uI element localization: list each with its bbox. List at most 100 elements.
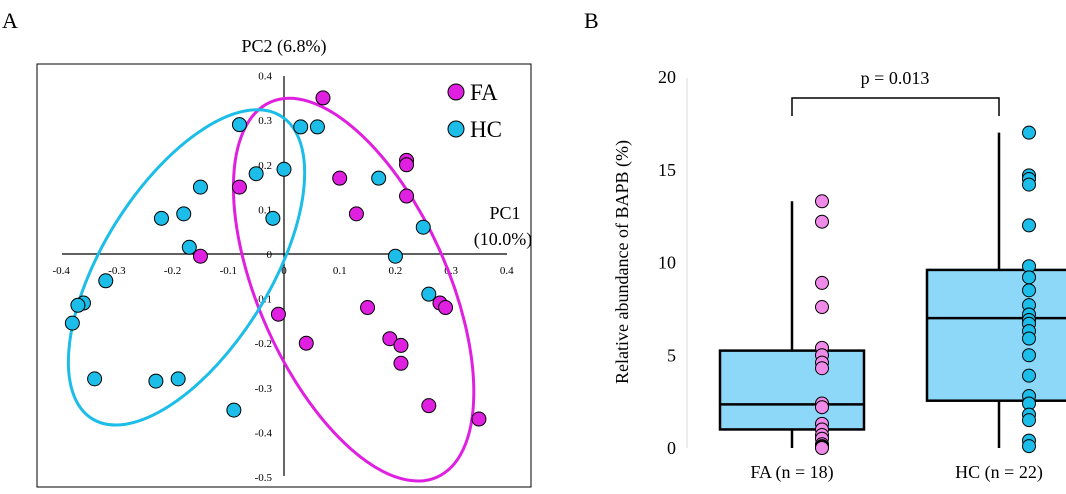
iqr-box: [925, 268, 1066, 402]
panel-b-letter: B: [584, 8, 599, 33]
pca-plot-frame: [36, 63, 532, 488]
point-hc: [192, 179, 208, 195]
significance-bracket: [791, 97, 1000, 116]
pca-legend: FA HC: [447, 80, 502, 142]
point-hc: [371, 170, 387, 186]
point-hc: [176, 206, 192, 222]
point-hc: [276, 161, 292, 177]
point-hc: [231, 117, 247, 133]
pc1-axis-label: PC1: [489, 203, 520, 223]
pc1-tick-label: 0: [281, 265, 287, 277]
legend-fa-marker: [447, 83, 465, 101]
data-point: [1022, 348, 1036, 363]
point-hc: [293, 119, 309, 135]
point-hc: [64, 315, 80, 331]
box-elements: [718, 132, 1066, 448]
pc1-tick-label: -0.2: [164, 265, 181, 277]
point-hc: [148, 373, 164, 389]
pc2-tick-label: -0.5: [255, 472, 273, 484]
point-fa: [270, 306, 286, 322]
data-point: [1022, 125, 1036, 140]
b-category-labels: FA (n = 18) HC (n = 22): [750, 462, 1042, 483]
b-y-tick-labels: 0 5 10 15 20: [658, 67, 676, 458]
b-y-tick-label: 10: [658, 253, 676, 273]
data-point: [1022, 177, 1036, 192]
pc2-tick-labels: 0.40.30.20.10-0.1-0.2-0.3-0.4-0.5: [255, 71, 273, 484]
data-point: [1022, 270, 1036, 285]
point-fa: [348, 206, 364, 222]
pc2-axis-label: PC2 (6.8%): [242, 36, 327, 57]
data-point: [815, 441, 829, 455]
point-hc: [170, 371, 186, 387]
point-hc: [153, 210, 169, 226]
point-fa: [393, 355, 409, 371]
point-hc: [265, 210, 281, 226]
pc2-tick-label: 0: [267, 249, 273, 261]
legend-hc-marker: [447, 120, 465, 138]
b-y-tick-label: 15: [658, 160, 676, 180]
b-category-label: HC (n = 22): [955, 462, 1043, 483]
point-fa: [382, 331, 398, 347]
pc2-tick-label: 0.4: [258, 71, 272, 83]
point-hc: [415, 219, 431, 235]
data-point: [815, 361, 829, 376]
pca-panel: A PC2 (6.8%) -0.4 -0.3 -0.2 -0.1 0 0.1 0.2 0.3 0…: [2, 8, 532, 488]
data-point: [1022, 368, 1036, 383]
confidence-ellipses: [66, 96, 476, 483]
point-hc: [87, 371, 103, 387]
point-hc: [70, 297, 86, 313]
data-point: [1022, 413, 1036, 428]
point-fa: [360, 300, 376, 316]
data-point: [815, 275, 829, 290]
point-hc: [309, 119, 325, 135]
data-point: [1022, 439, 1036, 454]
pc1-tick-label: -0.3: [108, 265, 126, 277]
data-point: [815, 400, 829, 415]
point-fa: [471, 411, 487, 427]
data-point: [815, 214, 829, 229]
point-fa: [231, 179, 247, 195]
panel-a-letter: A: [2, 8, 18, 33]
data-point: [815, 194, 829, 209]
point-fa: [399, 188, 415, 204]
ellipse-hc: [66, 108, 307, 427]
pc1-tick-labels: -0.4 -0.3 -0.2 -0.1 0 0.1 0.2 0.3 0.4: [52, 265, 514, 277]
b-y-tick-label: 0: [667, 438, 676, 458]
pc1-tick-label: -0.1: [220, 265, 237, 277]
point-hc: [98, 273, 114, 289]
pc2-tick-label: -0.3: [255, 383, 273, 395]
b-category-label: FA (n = 18): [750, 462, 833, 483]
b-y-tick-label: 20: [658, 67, 676, 87]
point-hc: [248, 166, 264, 182]
b-y-tick-label: 5: [667, 345, 676, 365]
pc2-tick-label: 0.3: [258, 115, 272, 127]
pc1-axis-pct: (10.0%): [474, 229, 532, 250]
point-fa: [192, 248, 208, 264]
data-point: [815, 300, 829, 315]
pc1-tick-label: 0.2: [389, 265, 403, 277]
ellipse-fa: [231, 96, 476, 483]
pc1-tick-label: 0.1: [333, 265, 347, 277]
point-hc: [387, 248, 403, 264]
point-fa: [332, 170, 348, 186]
data-point: [1022, 218, 1036, 233]
point-fa: [438, 300, 454, 316]
legend-hc-label: HC: [470, 117, 502, 142]
data-point: [1022, 283, 1036, 298]
pca-points: [64, 90, 487, 427]
data-point: [1022, 331, 1036, 346]
point-fa: [421, 398, 437, 414]
point-hc: [421, 286, 437, 302]
point-hc: [181, 239, 197, 255]
pc2-tick-label: -0.2: [255, 338, 272, 350]
point-hc: [226, 402, 242, 418]
pc1-tick-label: -0.4: [52, 265, 70, 277]
legend-fa-label: FA: [470, 80, 498, 105]
p-value-label: p = 0.013: [861, 68, 930, 88]
boxplot-panel: B Relative abundance of BAPB (%) 0 5 10 15 2…: [584, 8, 1066, 483]
point-fa: [315, 90, 331, 106]
point-fa: [393, 337, 409, 353]
point-fa: [298, 335, 314, 351]
iqr-box: [718, 349, 866, 431]
